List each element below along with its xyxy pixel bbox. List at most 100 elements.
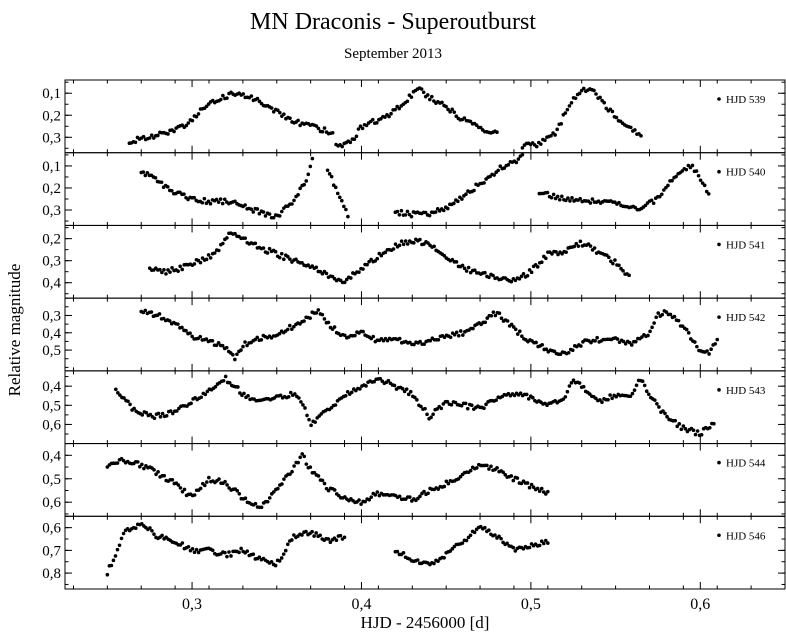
data-point [194,114,199,119]
data-point [531,485,536,490]
data-point [537,543,542,548]
data-point [304,462,309,466]
data-point [549,133,553,138]
data-point [175,409,179,413]
data-point [296,460,300,465]
data-point [471,326,475,331]
data-point [105,572,110,577]
data-point [617,200,621,205]
data-point [303,406,307,410]
legend-label: HJD 543 [726,385,766,397]
data-point [365,262,369,267]
data-point [208,201,213,206]
data-point [212,251,217,255]
data-point [442,484,447,489]
data-point [406,392,411,397]
data-point [229,554,233,558]
data-point [301,403,305,407]
data-point [159,180,164,185]
data-point [136,460,140,464]
data-point [338,533,343,538]
data-point [241,92,246,96]
data-point [342,333,347,338]
data-point [397,212,402,217]
data-point [302,182,306,187]
data-point [478,125,483,130]
data-point [298,186,302,191]
data-point [373,493,378,497]
data-point [395,549,400,554]
data-point [408,389,413,394]
data-point [116,391,120,395]
data-point [156,411,161,416]
data-point [261,210,266,214]
data-point [543,538,548,543]
data-point [326,488,331,493]
data-point [527,268,532,272]
data-point [334,538,339,543]
data-point [534,144,539,149]
data-point [569,381,574,385]
data-point [449,403,454,407]
panel-frame [64,152,786,226]
data-point [225,236,229,240]
data-point [164,272,168,276]
x-tick-label: 0,6 [690,596,710,613]
data-point [304,529,308,534]
data-point [520,152,525,157]
data-point [524,392,529,397]
data-point [403,213,408,217]
chart-subtitle: September 2013 [344,46,442,62]
data-point [114,387,118,392]
data-point [426,491,430,496]
data-point [515,476,520,480]
data-point [282,112,286,116]
data-point [472,268,477,272]
data-point [566,350,571,355]
data-point [445,206,450,211]
legend-label: HJD 539 [726,94,766,106]
data-point [203,392,208,397]
data-point [277,255,282,260]
data-point [217,477,221,481]
data-point [432,244,436,249]
data-point [539,486,544,491]
data-point [545,190,550,195]
data-point [639,134,643,138]
data-point [302,454,307,459]
data-point [305,413,309,418]
data-point [322,481,327,486]
data-point [210,339,215,343]
data-point [684,167,689,172]
data-point [160,270,164,275]
data-point [241,344,245,349]
data-point [683,426,688,431]
data-point [395,209,400,214]
data-point [691,428,696,433]
data-point [216,200,221,204]
data-point [314,265,319,270]
data-point [379,253,384,258]
data-point [233,357,237,362]
data-point [535,265,540,269]
data-point [167,319,172,323]
data-point [493,313,498,318]
data-point [462,266,467,271]
x-tick-label: 0,4 [351,596,371,613]
data-point [285,542,290,547]
y-tick-label: 0,2 [42,181,61,197]
data-point [422,342,426,346]
data-point [297,396,301,400]
data-point [168,409,173,413]
data-point [660,312,665,317]
data-point [239,348,243,352]
data-point [646,392,651,397]
data-point [690,163,695,168]
data-point [285,327,290,332]
data-point [308,164,313,169]
data-point [231,353,235,357]
data-point [531,395,535,400]
y-tick-label: 0,2 [42,232,61,248]
data-point [257,211,262,216]
data-point [483,270,487,275]
